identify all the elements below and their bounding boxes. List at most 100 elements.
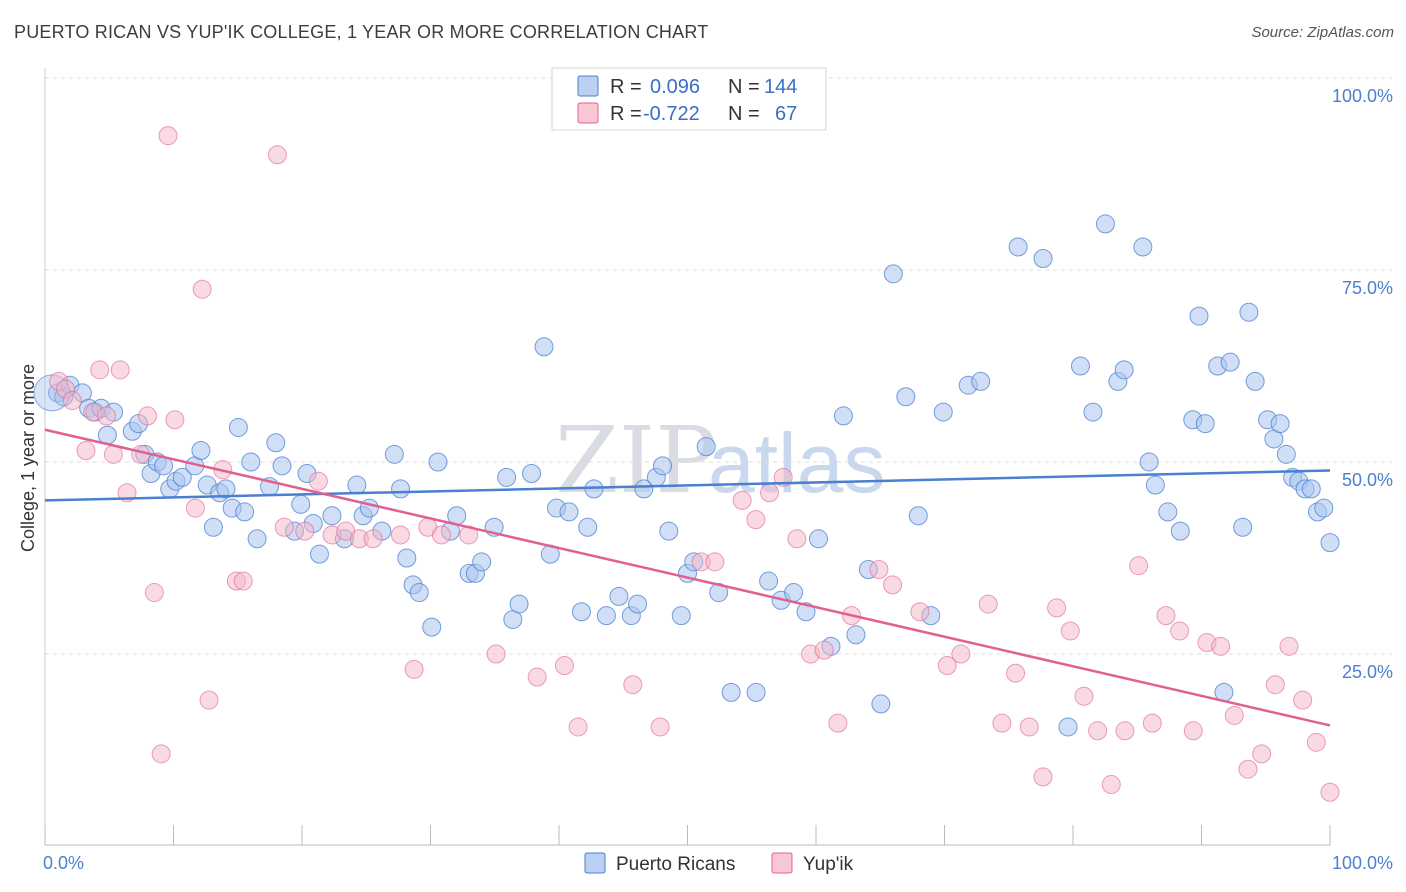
point-puerto-ricans — [671, 606, 691, 626]
point-puerto-ricans — [1158, 502, 1178, 522]
point-yupik — [760, 483, 780, 503]
legend-n-value-1: 144 — [764, 76, 797, 98]
point-puerto-ricans — [191, 440, 211, 460]
y-tick-label: 75.0% — [1342, 278, 1393, 298]
point-yupik — [459, 525, 479, 545]
point-puerto-ricans — [534, 337, 554, 357]
point-yupik — [404, 659, 424, 679]
point-yupik — [308, 471, 328, 491]
point-puerto-ricans — [384, 444, 404, 464]
y-tick-label: 100.0% — [1332, 86, 1393, 106]
legend-n-label-1: N = — [728, 76, 760, 98]
point-yupik — [233, 571, 253, 591]
point-yupik — [951, 644, 971, 664]
point-yupik — [1183, 721, 1203, 741]
point-puerto-ricans — [472, 552, 492, 572]
point-yupik — [295, 521, 315, 541]
y-axis-label: College, 1 year or more — [18, 364, 38, 552]
point-yupik — [1101, 775, 1121, 795]
point-puerto-ricans — [1301, 479, 1321, 499]
chart-title: PUERTO RICAN VS YUP'IK COLLEGE, 1 YEAR O… — [14, 22, 709, 42]
point-yupik — [992, 713, 1012, 733]
point-puerto-ricans — [696, 437, 716, 457]
point-yupik — [650, 717, 670, 737]
point-puerto-ricans — [578, 517, 598, 537]
point-puerto-ricans — [522, 464, 542, 484]
legend-swatch-pink — [577, 102, 599, 124]
point-yupik — [1306, 732, 1326, 752]
point-yupik — [158, 126, 178, 146]
point-puerto-ricans — [228, 417, 248, 437]
point-yupik — [1129, 556, 1149, 576]
bottom-legend-yupik: Yup'ik — [803, 854, 854, 875]
point-puerto-ricans — [653, 456, 673, 476]
point-puerto-ricans — [933, 402, 953, 422]
point-yupik — [76, 440, 96, 460]
point-puerto-ricans — [1058, 717, 1078, 737]
point-yupik — [1142, 713, 1162, 733]
point-puerto-ricans — [309, 544, 329, 564]
bottom-legend-puerto-ricans: Puerto Ricans — [616, 854, 735, 875]
point-yupik — [1224, 705, 1244, 725]
point-puerto-ricans — [1139, 452, 1159, 472]
point-puerto-ricans — [634, 479, 654, 499]
point-puerto-ricans — [746, 682, 766, 702]
point-puerto-ricans — [1145, 475, 1165, 495]
point-yupik — [151, 744, 171, 764]
point-yupik — [144, 583, 164, 603]
point-puerto-ricans — [1033, 248, 1053, 268]
point-puerto-ricans — [908, 506, 928, 526]
point-yupik — [527, 667, 547, 687]
point-puerto-ricans — [235, 502, 255, 522]
point-puerto-ricans — [1133, 237, 1153, 257]
point-puerto-ricans — [1245, 371, 1265, 391]
point-yupik — [814, 640, 834, 660]
legend-n-label-2: N = — [728, 103, 760, 125]
point-puerto-ricans — [272, 456, 292, 476]
point-puerto-ricans — [509, 594, 529, 614]
point-puerto-ricans — [1276, 444, 1296, 464]
point-puerto-ricans — [571, 602, 591, 622]
y-tick-label: 50.0% — [1342, 470, 1393, 490]
point-puerto-ricans — [247, 529, 267, 549]
point-puerto-ricans — [397, 548, 417, 568]
source-label: Source: ZipAtlas.com — [1251, 24, 1394, 41]
x-tick-label-min: 0.0% — [43, 853, 84, 873]
point-yupik — [910, 602, 930, 622]
point-puerto-ricans — [759, 571, 779, 591]
point-puerto-ricans — [1320, 533, 1340, 553]
point-yupik — [1115, 721, 1135, 741]
trend-lines — [44, 428, 1331, 727]
point-puerto-ricans — [559, 502, 579, 522]
trend-line-yupik — [44, 428, 1331, 727]
point-yupik — [1279, 636, 1299, 656]
point-puerto-ricans — [1195, 414, 1215, 434]
point-yupik — [90, 360, 110, 380]
legend-n-value-2: 67 — [775, 103, 797, 125]
point-yupik — [554, 656, 574, 676]
point-puerto-ricans — [784, 583, 804, 603]
point-yupik — [568, 717, 588, 737]
point-puerto-ricans — [796, 602, 816, 622]
point-puerto-ricans — [1239, 302, 1259, 322]
point-yupik — [1320, 782, 1340, 802]
point-yupik — [1088, 721, 1108, 741]
point-yupik — [883, 575, 903, 595]
point-yupik — [1170, 621, 1190, 641]
point-yupik — [1156, 606, 1176, 626]
point-puerto-ricans — [596, 606, 616, 626]
point-puerto-ricans — [1114, 360, 1134, 380]
point-yupik — [1019, 717, 1039, 737]
point-yupik — [199, 690, 219, 710]
point-yupik — [1252, 744, 1272, 764]
point-puerto-ricans — [871, 694, 891, 714]
point-yupik — [1211, 636, 1231, 656]
series-puerto-ricans — [33, 214, 1340, 737]
point-puerto-ricans — [1008, 237, 1028, 257]
bottom-legend: Puerto Ricans Yup'ik — [584, 852, 854, 875]
point-puerto-ricans — [428, 452, 448, 472]
point-yupik — [185, 498, 205, 518]
point-yupik — [1293, 690, 1313, 710]
legend-r-value-1: 0.096 — [650, 76, 700, 98]
point-puerto-ricans — [721, 682, 741, 702]
